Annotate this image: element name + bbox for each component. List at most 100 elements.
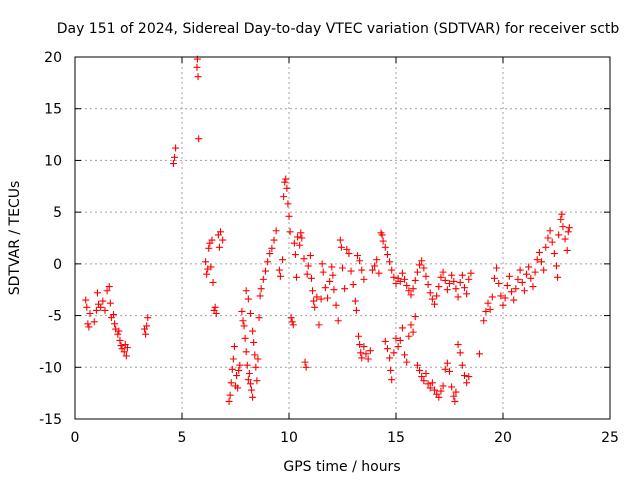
data-point: [105, 283, 113, 291]
x-tick-label: 10: [280, 430, 298, 446]
data-point: [514, 275, 522, 283]
data-point: [375, 269, 383, 277]
data-point: [450, 277, 458, 285]
y-tick-label: 0: [53, 257, 62, 273]
data-point: [310, 297, 318, 305]
data-point: [250, 338, 258, 346]
data-point: [290, 239, 298, 247]
data-point: [294, 233, 302, 241]
data-point: [561, 235, 569, 243]
data-point: [193, 63, 201, 71]
data-point: [351, 297, 359, 305]
data-point: [329, 271, 337, 279]
data-point: [285, 212, 293, 220]
data-point: [318, 260, 326, 268]
data-point: [454, 293, 462, 301]
data-point: [103, 287, 111, 295]
data-point: [411, 276, 419, 284]
data-point: [317, 295, 325, 303]
data-point: [283, 184, 291, 192]
data-point: [467, 269, 475, 277]
data-point: [516, 266, 524, 274]
data-point: [202, 258, 210, 266]
data-point: [510, 296, 518, 304]
data-point: [456, 278, 464, 286]
data-point: [527, 274, 535, 282]
data-point: [387, 366, 395, 374]
data-point: [246, 310, 254, 318]
data-point: [281, 178, 289, 186]
data-point: [306, 252, 314, 260]
data-point: [99, 297, 107, 305]
data-point: [565, 224, 573, 232]
data-point: [446, 367, 453, 375]
x-tick-label: 25: [601, 430, 619, 446]
data-point: [480, 317, 488, 325]
y-tick-label: -15: [39, 412, 62, 428]
data-point: [242, 287, 250, 295]
data-point: [120, 348, 128, 356]
data-point: [433, 292, 441, 300]
data-point: [531, 268, 539, 276]
data-point: [452, 388, 460, 396]
data-point: [230, 343, 238, 351]
data-point: [123, 344, 131, 352]
data-point: [243, 361, 251, 369]
data-point: [289, 321, 297, 329]
data-point: [407, 291, 415, 299]
data-point: [219, 236, 227, 244]
data-point: [426, 384, 434, 392]
data-point: [446, 280, 453, 288]
data-point: [111, 320, 119, 328]
data-point: [490, 274, 498, 282]
y-tick-label: 10: [44, 153, 62, 169]
data-point: [239, 317, 247, 325]
data-point: [411, 313, 419, 321]
y-tick-label: -10: [39, 360, 62, 376]
data-point: [420, 377, 428, 385]
data-point: [212, 310, 220, 318]
data-point: [398, 324, 406, 332]
data-point: [390, 349, 398, 357]
data-point: [533, 256, 541, 264]
data-point: [418, 257, 426, 265]
data-point: [420, 264, 428, 272]
data-point: [422, 369, 430, 377]
data-point: [92, 306, 100, 314]
data-point: [538, 258, 546, 266]
data-point: [443, 286, 451, 294]
data-point: [259, 275, 267, 283]
data-point: [339, 264, 346, 272]
data-point: [356, 257, 364, 265]
data-point: [460, 284, 468, 292]
data-point: [144, 314, 152, 322]
data-point: [324, 294, 332, 302]
data-point: [240, 322, 248, 330]
data-point: [244, 295, 252, 303]
data-point: [448, 383, 456, 391]
data-point: [291, 251, 299, 259]
data-point: [234, 384, 242, 392]
data-point: [512, 285, 520, 293]
data-point: [465, 373, 473, 381]
data-point: [358, 266, 366, 274]
data-point: [523, 270, 531, 278]
data-point: [85, 323, 93, 331]
data-point: [336, 236, 344, 244]
data-point: [249, 327, 257, 335]
x-tick-label: 0: [71, 430, 80, 446]
x-tick-label: 5: [178, 430, 187, 446]
data-point: [349, 281, 357, 289]
data-point: [345, 250, 353, 258]
data-point: [428, 379, 436, 387]
data-point: [364, 355, 372, 363]
data-point: [426, 289, 434, 297]
x-tick-label: 20: [494, 430, 512, 446]
data-point: [319, 268, 327, 276]
data-point: [357, 349, 365, 357]
data-point: [381, 243, 389, 251]
data-point: [398, 269, 406, 277]
data-point: [353, 252, 361, 260]
data-point: [300, 255, 308, 263]
data-point: [205, 244, 213, 252]
